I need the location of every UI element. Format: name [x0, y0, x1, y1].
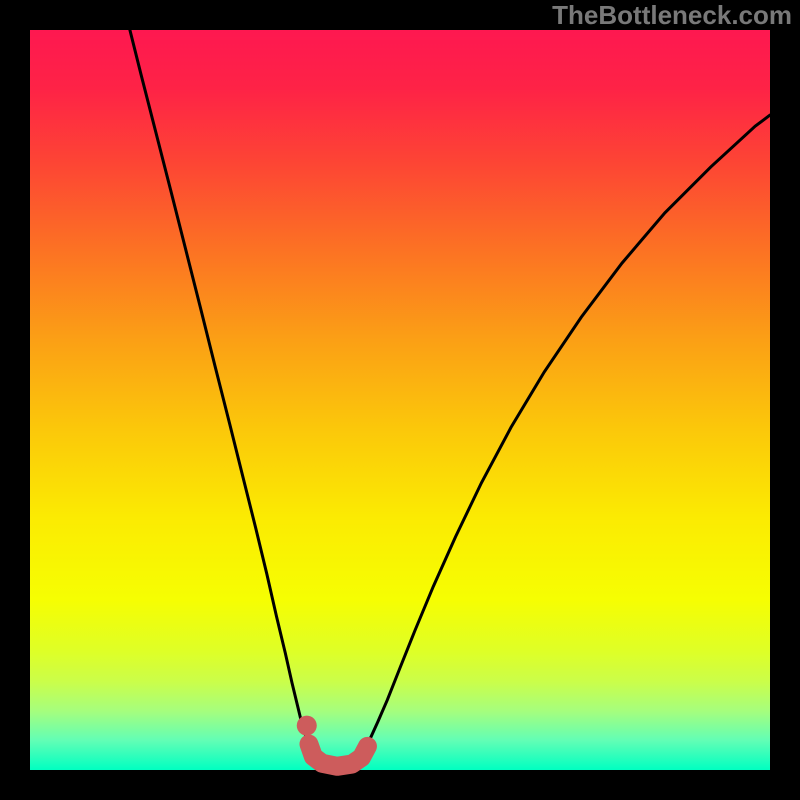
- figure-root: TheBottleneck.com: [0, 0, 800, 800]
- optimal-marker-start-dot: [297, 716, 317, 736]
- chart-svg: [0, 0, 800, 800]
- plot-background: [30, 30, 770, 770]
- watermark-text: TheBottleneck.com: [552, 0, 792, 31]
